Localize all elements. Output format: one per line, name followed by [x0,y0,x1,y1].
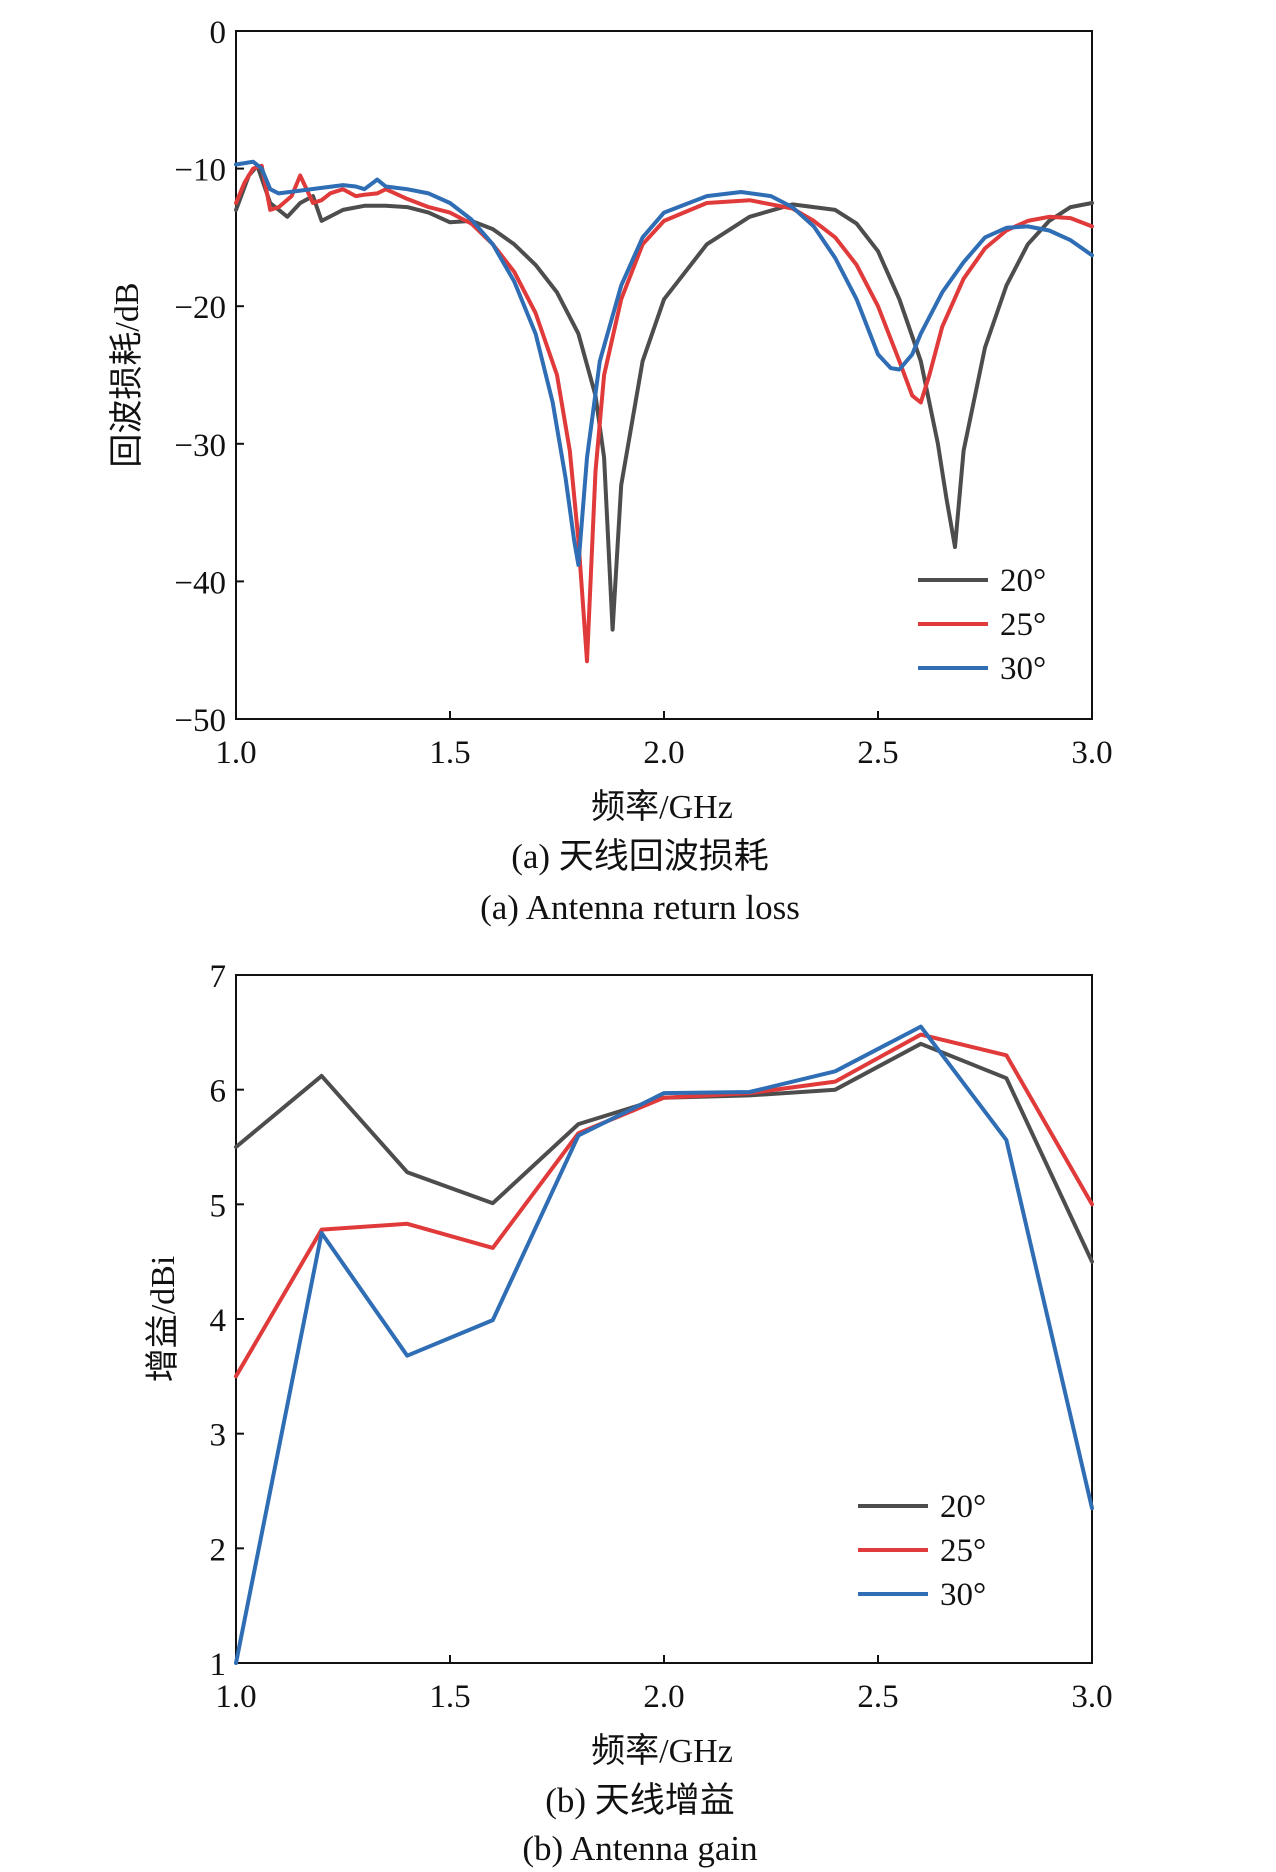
series-line-30deg [234,1024,1094,1665]
y-tick-label: 5 [210,1188,227,1224]
x-axis-label: 频率/GHz [591,1732,733,1770]
x-tick-label: 2.5 [857,1679,898,1715]
y-tick-label: −30 [174,428,226,464]
y-tick-label: 3 [210,1418,227,1454]
series-lines [234,159,1094,664]
legend-label: 30° [1000,651,1046,687]
x-tick-label: 3.0 [1071,1679,1112,1715]
legend-label: 20° [1000,563,1046,599]
x-tick-label: 1.5 [429,1679,470,1715]
series-lines [234,1024,1094,1665]
x-tick-label: 3.0 [1071,735,1112,771]
series-line-20deg [234,163,1094,632]
legend-label: 25° [1000,607,1046,643]
caption-b-cn: (b) 天线增益 [545,1781,735,1820]
x-tick-label: 1.0 [215,735,256,771]
return-loss-chart: 0 −10 −20 −30 −40 −50 1.0 1.5 2.0 2.5 3.0 20° 25° 3… [108,15,1113,826]
y-ticks: 0 −10 −20 −30 −40 −50 [174,15,244,739]
y-tick-label: −10 [174,153,226,189]
legend: 20° 25° 30° [918,563,1046,687]
x-tick-label: 2.5 [857,735,898,771]
legend-label: 20° [940,1489,986,1525]
series-line-20deg [234,1041,1094,1264]
series-line-25deg [234,163,1094,664]
y-tick-label: 4 [210,1303,227,1339]
x-tick-label: 2.0 [643,735,684,771]
y-tick-label: −40 [174,565,226,601]
series-line-30deg [234,159,1094,567]
y-axis-label: 增益/dBi [144,1256,182,1383]
gain-chart: 1 2 3 4 5 6 7 1.0 1.5 2.0 2.5 3.0 20° 25° 30° 增益/dBi… [144,959,1113,1770]
x-ticks: 1.0 1.5 2.0 2.5 3.0 [215,1655,1113,1715]
legend: 20° 25° 30° [858,1489,986,1613]
y-tick-label: −50 [174,703,226,739]
x-tick-label: 1.5 [429,735,470,771]
y-tick-label: 6 [210,1074,227,1110]
y-tick-label: 0 [210,15,227,51]
caption-a-en: (a) Antenna return loss [480,888,800,927]
x-axis-label: 频率/GHz [591,788,733,826]
series-line-25deg [234,1032,1094,1379]
y-tick-label: 1 [210,1647,227,1683]
x-tick-label: 1.0 [215,1679,256,1715]
caption-b-en: (b) Antenna gain [522,1829,757,1868]
y-tick-label: 2 [210,1532,227,1568]
legend-label: 25° [940,1533,986,1569]
y-tick-label: 7 [210,959,227,995]
y-tick-label: −20 [174,290,226,326]
plot-frame [235,30,1093,720]
caption-a-cn: (a) 天线回波损耗 [511,837,769,876]
x-ticks: 1.0 1.5 2.0 2.5 3.0 [215,711,1113,771]
x-tick-label: 2.0 [643,1679,684,1715]
y-axis-label: 回波损耗/dB [108,282,146,467]
y-ticks: 1 2 3 4 5 6 7 [210,959,244,1683]
legend-label: 30° [940,1577,986,1613]
